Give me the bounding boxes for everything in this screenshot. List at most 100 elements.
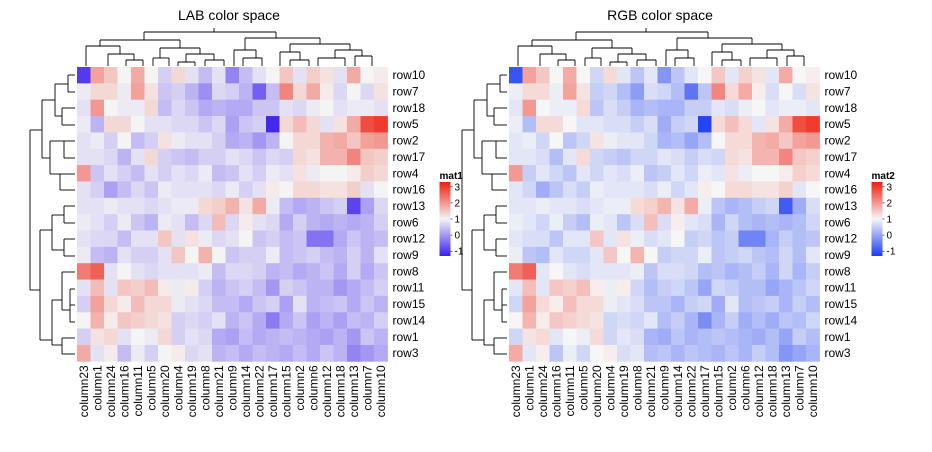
heatmap-cell — [752, 230, 766, 248]
heatmap-cell — [590, 214, 604, 231]
heatmap-cell — [117, 132, 132, 150]
heatmap-cell — [590, 328, 604, 346]
heatmap-cell — [374, 83, 388, 101]
heatmap-cell — [765, 132, 780, 150]
heatmap-cell — [509, 312, 523, 329]
heatmap-cell — [77, 116, 91, 133]
heatmap-cell — [792, 279, 807, 297]
heatmap-cell — [738, 214, 753, 231]
heatmap-cell — [104, 328, 118, 346]
heatmap-cell — [347, 295, 361, 313]
heatmap-cell — [333, 132, 348, 150]
heatmap-cell — [549, 263, 564, 280]
heatmap-cell — [806, 344, 820, 362]
row-label: row2 — [825, 134, 851, 148]
heatmap-cell — [522, 263, 537, 280]
heatmap-cell — [711, 230, 726, 248]
heatmap-cell — [644, 230, 658, 248]
heatmap-cell — [77, 132, 91, 150]
heatmap-cell — [266, 132, 280, 150]
heatmap-cell — [792, 148, 807, 166]
heatmap-cell — [144, 246, 159, 264]
heatmap-cell — [374, 214, 388, 231]
column-label: column13 — [347, 365, 361, 417]
column-label: column9 — [657, 365, 671, 411]
heatmap-cell — [684, 230, 699, 248]
heatmap-cell — [779, 67, 793, 84]
heatmap-cell — [239, 181, 253, 199]
heatmap-cell — [77, 279, 91, 297]
heatmap-cell — [522, 246, 537, 264]
heatmap-cell — [509, 148, 523, 166]
heatmap-cell — [725, 197, 739, 215]
heatmap-cell — [563, 99, 577, 117]
heatmap-cell — [576, 67, 591, 84]
heatmap-cell — [738, 83, 753, 101]
heatmap-cell — [171, 328, 186, 346]
heatmap-cell — [347, 67, 361, 84]
heatmap-cell — [522, 230, 537, 248]
heatmap-cell — [522, 214, 537, 231]
heatmap-cell — [77, 67, 91, 84]
heatmap-cell — [590, 295, 604, 313]
heatmap-cell — [644, 197, 658, 215]
heatmap-cell — [563, 230, 577, 248]
heatmap-cell — [117, 263, 132, 280]
heatmap-cell — [374, 344, 388, 362]
heatmap-cell — [536, 148, 550, 166]
heatmap-cell — [333, 214, 348, 231]
heatmap-cell — [590, 116, 604, 133]
heatmap-cell — [360, 181, 375, 199]
heatmap-cell — [698, 214, 712, 231]
heatmap-cell — [306, 246, 321, 264]
heatmap-cell — [711, 246, 726, 264]
heatmap-cell — [590, 279, 604, 297]
heatmap-cell — [320, 116, 334, 133]
heatmap-cell — [306, 197, 321, 215]
heatmap-cell — [225, 165, 240, 182]
heatmap-cell — [617, 165, 631, 182]
column-label: column5 — [144, 365, 158, 411]
heatmap-cell — [711, 67, 726, 84]
heatmap-cell — [90, 279, 105, 297]
heatmap-cell — [117, 230, 132, 248]
row-label: row4 — [825, 166, 851, 180]
heatmap-cell — [90, 165, 105, 182]
heatmap-cell — [266, 295, 280, 313]
heatmap-cell — [185, 148, 199, 166]
column-label: column17 — [698, 365, 712, 417]
heatmap-cell — [752, 165, 766, 182]
heatmap-cell — [549, 165, 564, 182]
heatmap-cell — [617, 328, 631, 346]
heatmap-cell — [522, 181, 537, 199]
heatmap-cell — [657, 83, 672, 101]
column-label: column23 — [509, 365, 523, 417]
heatmap-cell — [77, 83, 91, 101]
row-label: row8 — [393, 264, 419, 278]
heatmap-cell — [293, 328, 307, 346]
heatmap-cell — [590, 230, 604, 248]
heatmap-cell — [711, 197, 726, 215]
heatmap-cell — [333, 83, 348, 101]
row-label: row10 — [393, 68, 426, 82]
heatmap-cell — [738, 328, 753, 346]
heatmap-cell — [293, 99, 307, 117]
heatmap-cell — [536, 67, 550, 84]
heatmap-cell — [698, 328, 712, 346]
heatmap-cell — [239, 214, 253, 231]
heatmap-cell — [522, 344, 537, 362]
heatmap-cell — [198, 165, 213, 182]
row-label: row3 — [825, 346, 851, 360]
heatmap-cell — [738, 116, 753, 133]
heatmap-cell — [293, 295, 307, 313]
heatmap-cell — [792, 328, 807, 346]
heatmap-cell — [752, 344, 766, 362]
heatmap-cell — [576, 344, 591, 362]
heatmap-cell — [549, 148, 564, 166]
heatmap-cell — [225, 214, 240, 231]
heatmap-cell — [279, 328, 294, 346]
heatmap-cell — [333, 165, 348, 182]
heatmap-cell — [77, 344, 91, 362]
heatmap-cell — [252, 99, 267, 117]
heatmap-cell — [360, 230, 375, 248]
